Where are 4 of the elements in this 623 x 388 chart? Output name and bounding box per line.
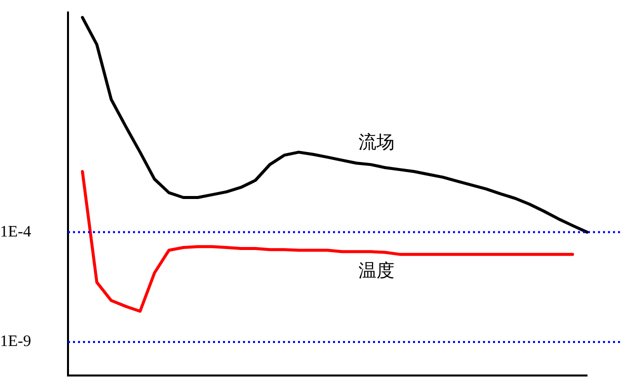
y-tick-label: 1E-4 bbox=[0, 223, 32, 240]
y-tick-label: 1E-9 bbox=[0, 333, 32, 350]
series-label: 温度 bbox=[358, 260, 394, 282]
series-label: 流场 bbox=[358, 132, 394, 153]
